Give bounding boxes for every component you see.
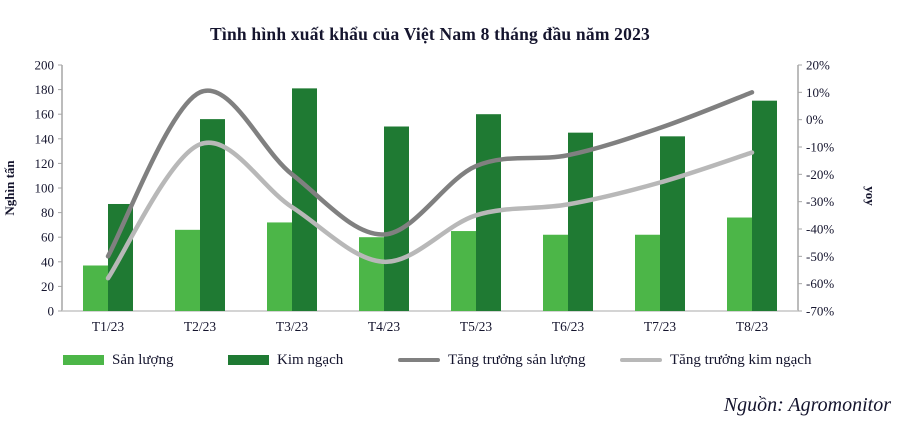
growth-line	[105, 140, 755, 281]
bar	[660, 136, 685, 311]
bar	[568, 132, 593, 311]
legend-label-tang-truong-kim-ngach: Tăng trưởng kim ngạch	[670, 351, 812, 368]
right-axis-tick-label: 0%	[806, 112, 824, 127]
legend-label-kim-ngach: Kim ngạch	[277, 351, 344, 368]
right-axis-tick-label: 20%	[806, 58, 830, 73]
right-axis-tick-label: -10%	[806, 140, 834, 155]
growth-line	[105, 88, 755, 259]
legend-entry-kim-ngach: Kim ngạch	[228, 351, 343, 369]
bar	[727, 217, 752, 311]
x-axis-category-label: T1/23	[92, 319, 124, 334]
left-axis-tick-label: 120	[35, 156, 55, 171]
x-axis-category-label: T4/23	[368, 319, 400, 334]
combo-chart-plot: 0 20 40 60 80 100 120 140 160 180 200 20% 10% 0% -10% -…	[2, 58, 878, 335]
left-axis-title: Nghìn tấn	[2, 160, 17, 216]
x-axis-category-label: T6/23	[552, 319, 584, 334]
bar	[543, 234, 568, 311]
legend-label-san-luong: Sản lượng	[112, 351, 174, 368]
chart-title: Tình hình xuất khẩu của Việt Nam 8 tháng…	[210, 24, 650, 44]
bar	[175, 229, 200, 311]
right-axis-title: yoy	[863, 186, 878, 206]
x-axis-category-label: T8/23	[736, 319, 768, 334]
x-axis-category-label: T3/23	[276, 319, 308, 334]
bar	[635, 234, 660, 311]
left-axis-tick-label: 160	[35, 107, 55, 122]
bar	[292, 88, 317, 312]
x-axis-category-label: T2/23	[184, 319, 216, 334]
bar	[384, 126, 409, 311]
x-axis-category-label: T5/23	[460, 319, 492, 334]
bar	[359, 237, 384, 311]
right-axis-tick-label: -70%	[806, 304, 834, 319]
source-credit: Nguồn: Agromonitor	[723, 394, 891, 416]
left-axis-tick-label: 0	[48, 304, 55, 319]
legend-entry-tang-truong-kim-ngach: Tăng trưởng kim ngạch	[620, 351, 811, 369]
legend-swatch-san-luong	[63, 355, 104, 365]
bar	[200, 119, 225, 312]
bar	[267, 222, 292, 311]
right-axis-tick-label: -20%	[806, 167, 834, 182]
right-axis-tick-label: -40%	[806, 222, 834, 237]
legend-swatch-tang-truong-san-luong	[398, 357, 440, 363]
bar	[752, 100, 777, 311]
right-axis-tick-label: -30%	[806, 194, 834, 209]
left-axis-tick-label: 60	[41, 230, 54, 245]
legend-swatch-kim-ngach	[228, 355, 269, 365]
right-axis-tick-label: -60%	[806, 276, 834, 291]
right-axis-tick-label: -50%	[806, 249, 834, 264]
left-axis-tick-label: 100	[35, 181, 55, 196]
legend-entry-san-luong: Sản lượng	[63, 351, 173, 369]
legend-label-tang-truong-san-luong: Tăng trưởng sản lượng	[448, 351, 586, 368]
left-axis-tick-label: 40	[41, 254, 54, 269]
legend-swatch-tang-truong-kim-ngach	[620, 357, 662, 363]
left-axis-tick-label: 180	[35, 82, 55, 97]
bar	[451, 231, 476, 311]
chart-legend: Sản lượng Kim ngạch Tăng trưởng sản lượn…	[0, 351, 903, 371]
left-axis-tick-label: 80	[41, 205, 54, 220]
legend-entry-tang-truong-san-luong: Tăng trưởng sản lượng	[398, 351, 586, 369]
x-axis-category-label: T7/23	[644, 319, 676, 334]
left-axis-tick-label: 200	[35, 58, 55, 73]
bar	[83, 265, 108, 311]
left-axis-tick-label: 140	[35, 131, 55, 146]
right-axis-tick-label: 10%	[806, 85, 830, 100]
left-axis-tick-label: 20	[41, 279, 54, 294]
